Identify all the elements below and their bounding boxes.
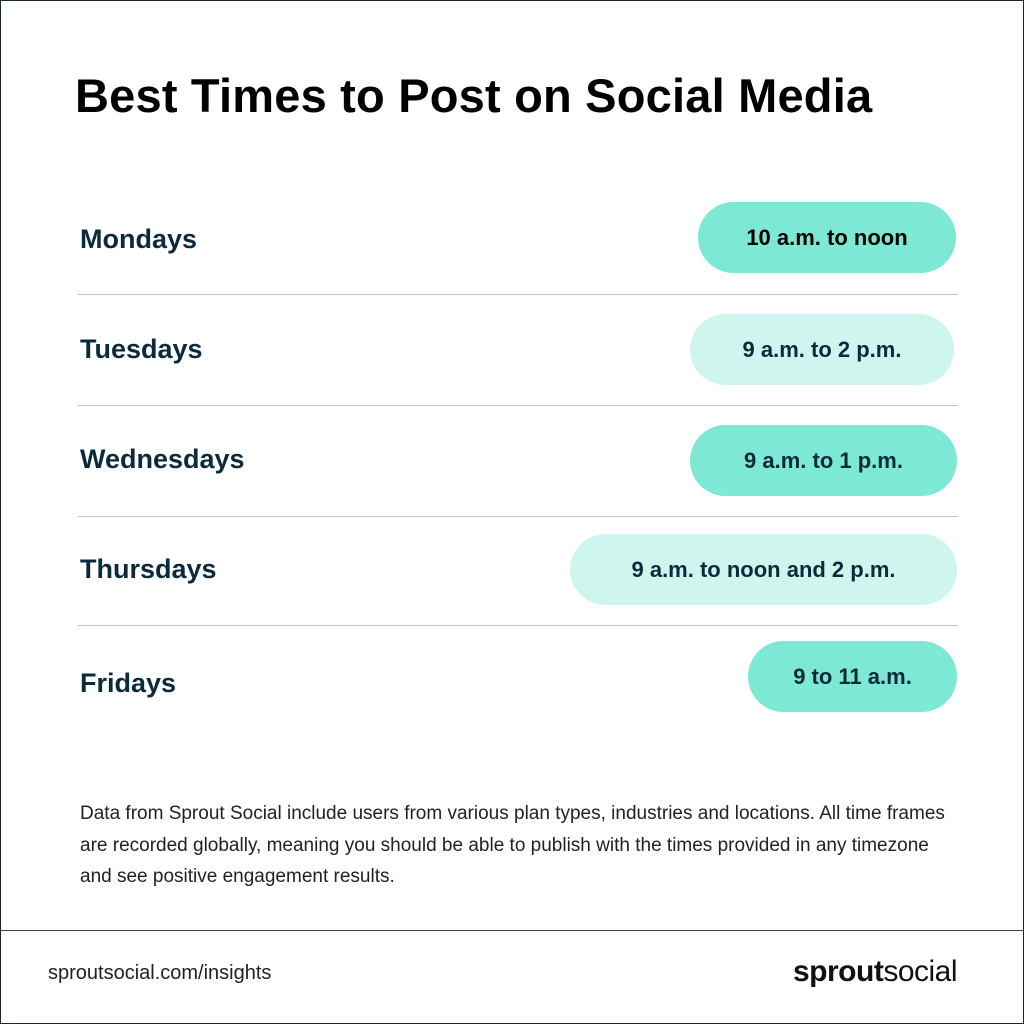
footer-url[interactable]: sproutsocial.com/insights <box>48 962 272 984</box>
logo-light: social <box>883 955 958 988</box>
divider <box>78 405 958 406</box>
time-pill-friday: 9 to 11 a.m. <box>748 641 957 712</box>
divider <box>78 294 958 295</box>
day-label-friday: Fridays <box>80 668 177 698</box>
day-label-monday: Mondays <box>80 224 198 254</box>
logo-bold: sprout <box>793 955 884 988</box>
day-label-tuesday: Tuesdays <box>80 334 203 364</box>
time-pill-monday: 10 a.m. to noon <box>698 202 956 273</box>
divider <box>78 625 958 626</box>
day-label-thursday: Thursdays <box>80 554 217 584</box>
footer-divider <box>0 930 1024 931</box>
page-title: Best Times to Post on Social Media <box>75 69 873 122</box>
time-pill-thursday: 9 a.m. to noon and 2 p.m. <box>570 534 957 605</box>
data-note: Data from Sprout Social include users fr… <box>80 803 945 887</box>
sprout-social-logo: sproutsocial <box>793 955 958 989</box>
divider <box>78 516 958 517</box>
time-pill-wednesday: 9 a.m. to 1 p.m. <box>690 425 957 496</box>
day-label-wednesday: Wednesdays <box>80 444 245 474</box>
time-pill-tuesday: 9 a.m. to 2 p.m. <box>690 314 954 385</box>
